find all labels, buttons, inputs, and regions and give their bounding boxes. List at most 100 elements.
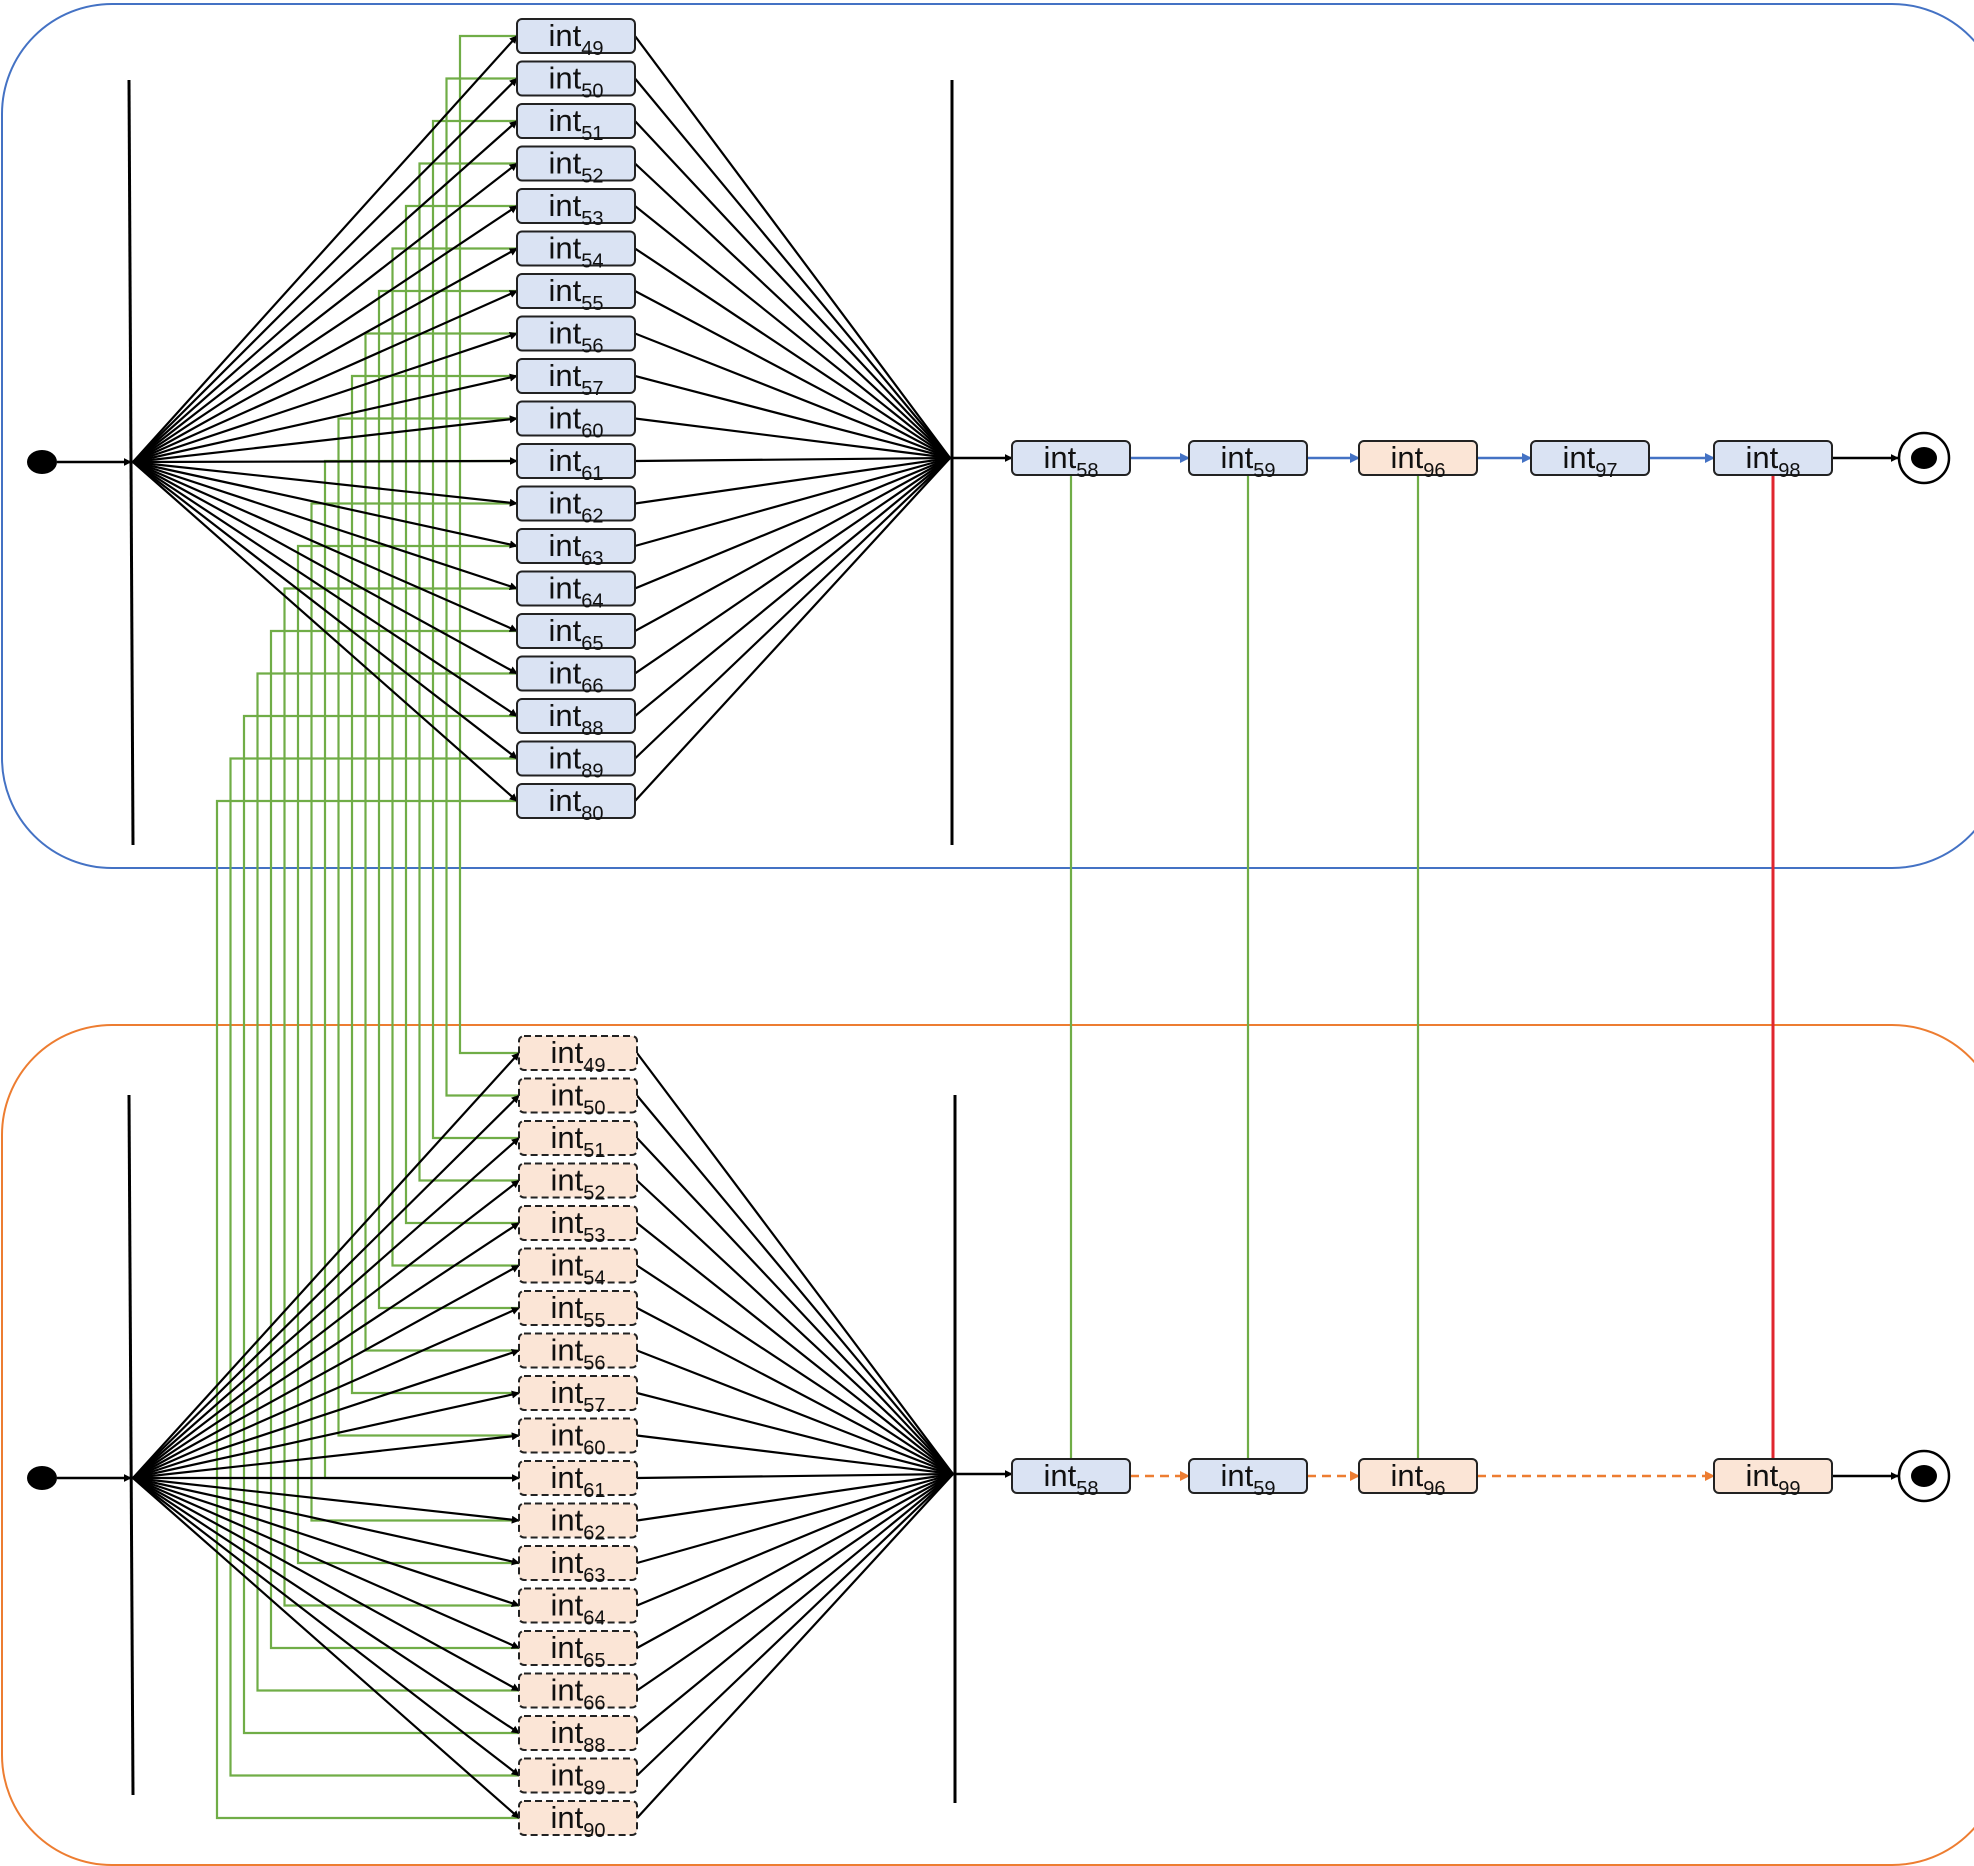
top-parallel-node-55-box <box>516 273 636 309</box>
top-parallel-node-88-label: int88 <box>549 698 604 740</box>
bottom-parallel-node-53-box <box>518 1205 638 1241</box>
bottom-parallel-node-60-label-base: int <box>551 1418 584 1453</box>
top-parallel-node-54-label-base: int <box>549 231 582 266</box>
bottom-fork-edge-88 <box>132 1477 520 1734</box>
top-parallel-node-53-label-base: int <box>549 188 582 223</box>
bottom-parallel-node-57-box <box>518 1375 638 1411</box>
bottom-parallel-node-89-box <box>518 1757 638 1794</box>
top-end-node-dot <box>1911 447 1937 469</box>
top-parallel-node-66: int66 <box>516 655 636 698</box>
top-sequence-node-58-label: int58 <box>1044 440 1099 482</box>
bottom-fork-edge-55 <box>132 1306 520 1480</box>
bottom-parallel-node-55-label: int55 <box>551 1290 606 1332</box>
bottom-parallel-node-50-box <box>518 1077 638 1114</box>
bottom-parallel-node-51-label-subscript: 51 <box>583 1140 605 1162</box>
top-sequence-node-97: int97 <box>1530 440 1650 482</box>
bottom-fork-edge-51 <box>132 1137 520 1479</box>
bottom-parallel-node-90-box <box>518 1800 638 1836</box>
top-parallel-node-51: int51 <box>516 103 636 145</box>
bottom-sequence-node-99: int99 <box>1713 1458 1833 1500</box>
top-join-edge-64 <box>634 456 951 590</box>
mapping-line-55 <box>377 289 519 1310</box>
top-parallel-node-61-label-subscript: 61 <box>581 463 603 485</box>
bottom-parallel-node-90-label: int90 <box>551 1800 606 1842</box>
top-parallel-node-56-label: int56 <box>549 316 604 358</box>
bottom-parallel-node-65-label: int65 <box>551 1630 606 1672</box>
top-parallel-node-64-box <box>516 570 636 607</box>
top-parallel-node-64-label: int64 <box>549 571 604 613</box>
top-join-edge-66 <box>634 457 951 675</box>
bottom-parallel-node-54-label-base: int <box>551 1248 584 1283</box>
top-sequence-node-97-box <box>1530 440 1650 476</box>
bottom-fork-edge-65 <box>132 1476 520 1650</box>
top-join-edge-61 <box>634 456 951 463</box>
mapping-line-65 <box>269 629 519 1650</box>
mapping-line-49 <box>458 34 519 1055</box>
bottom-join-edge-53 <box>636 1222 954 1475</box>
top-parallel-node-51-label-subscript: 51 <box>581 123 603 145</box>
top-parallel-node-89-label-subscript: 89 <box>581 761 603 783</box>
top-parallel-node-55-label: int55 <box>549 273 604 315</box>
bottom-sequence-node-58-box <box>1011 1458 1131 1494</box>
bottom-fork-edge-57 <box>132 1390 520 1480</box>
bottom-parallel-node-61-label: int61 <box>551 1460 606 1502</box>
top-fork-edge-61 <box>132 457 518 466</box>
top-parallel-node-53-box <box>516 188 636 224</box>
top-fork-edge-57 <box>132 373 518 464</box>
mapping-line-50 <box>445 77 519 1097</box>
bottom-sequence-node-59-label-subscript: 59 <box>1253 1478 1275 1500</box>
bottom-sequence-node-96-box <box>1358 1458 1478 1494</box>
top-parallel-node-49-label-base: int <box>549 18 582 53</box>
top-parallel-node-56-label-subscript: 56 <box>581 336 603 358</box>
top-parallel-node-53-label: int53 <box>549 188 604 230</box>
bottom-parallel-node-63-label: int63 <box>551 1545 606 1587</box>
top-parallel-node-57: int57 <box>516 358 636 400</box>
bottom-end-node-dot <box>1911 1465 1937 1487</box>
bottom-parallel-node-54-label: int54 <box>551 1248 606 1290</box>
top-sequence-node-59-box <box>1188 440 1308 476</box>
top-parallel-node-80-label-subscript: 80 <box>581 803 603 825</box>
top-parallel-node-61-label: int61 <box>549 443 604 485</box>
bottom-join-edge-88 <box>636 1473 954 1734</box>
bottom-parallel-node-62-box <box>518 1502 638 1539</box>
bottom-fork-edge-50 <box>132 1094 520 1479</box>
bottom-parallel-node-49-label-base: int <box>551 1035 584 1070</box>
top-parallel-node-49-box <box>516 18 636 54</box>
top-parallel-node-66-label: int66 <box>549 656 604 698</box>
top-sequence-node-97-label-subscript: 97 <box>1595 460 1617 482</box>
top-sequence-node-58-label-base: int <box>1044 440 1077 475</box>
top-join-edge-63 <box>634 456 951 548</box>
top-sequence-node-98-label-subscript: 98 <box>1778 460 1800 482</box>
bottom-fork-bar <box>127 1094 135 1796</box>
bottom-fork-edge-56 <box>132 1348 520 1480</box>
bottom-parallel-node-57-label-subscript: 57 <box>583 1395 605 1417</box>
mapping-line-61 <box>323 459 519 1480</box>
top-parallel-node-50-label: int50 <box>549 61 604 103</box>
top-parallel-node-88: int88 <box>516 698 636 740</box>
bottom-parallel-node-52-label: int52 <box>551 1163 606 1205</box>
bottom-parallel-node-53-label-base: int <box>551 1205 584 1240</box>
top-fork-edge-62 <box>132 460 518 507</box>
top-fork-edge-56 <box>132 331 518 464</box>
top-parallel-node-52-label: int52 <box>549 146 604 188</box>
top-parallel-node-62-label-base: int <box>549 486 582 521</box>
top-parallel-node-50-label-subscript: 50 <box>581 81 603 103</box>
top-sequence-node-97-label: int97 <box>1563 440 1618 482</box>
top-join-edge-49 <box>634 35 951 459</box>
top-parallel-node-62-label: int62 <box>549 486 604 528</box>
bottom-sequence-node-58: int58 <box>1011 1458 1131 1500</box>
bottom-sequence-node-99-label: int99 <box>1746 1458 1801 1500</box>
bottom-fork-edge-60 <box>132 1432 520 1480</box>
bottom-parallel-node-66-label-base: int <box>551 1673 584 1708</box>
top-parallel-node-49-label-subscript: 49 <box>581 38 603 60</box>
bottom-join-edge-60 <box>636 1434 954 1476</box>
bottom-parallel-node-50-label-base: int <box>551 1078 584 1113</box>
bottom-fork-edge-52 <box>132 1179 520 1479</box>
bottom-parallel-node-61-label-subscript: 61 <box>583 1480 605 1502</box>
top-sequence-node-97-label-base: int <box>1563 440 1596 475</box>
top-parallel-node-66-label-base: int <box>549 656 582 691</box>
top-parallel-node-55-label-subscript: 55 <box>581 293 603 315</box>
top-parallel-node-49: int49 <box>516 18 636 60</box>
top-parallel-node-56-box <box>516 315 636 352</box>
mapping-line-60 <box>337 417 519 1437</box>
